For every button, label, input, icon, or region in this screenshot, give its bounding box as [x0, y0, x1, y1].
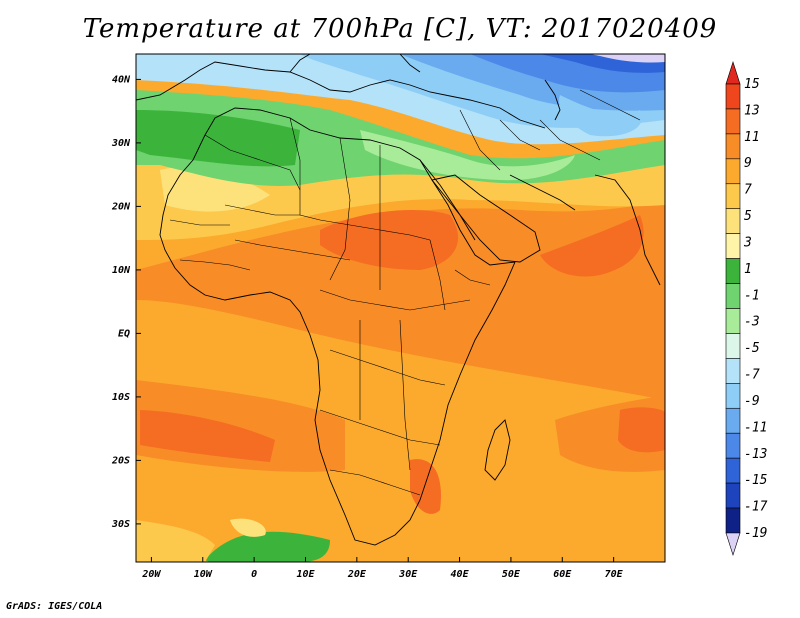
y-tick-label: 30N	[111, 138, 131, 149]
colorbar-label: 11	[744, 130, 760, 145]
temperature-field	[136, 54, 665, 562]
country-borders	[169, 89, 641, 496]
colorbar-swatch	[725, 183, 741, 210]
x-tick-label: 50E	[502, 569, 521, 580]
colorbar-label: 13	[744, 103, 760, 118]
x-tick-label: 40E	[451, 569, 470, 580]
colorbar-swatch	[725, 158, 741, 185]
colorbar-swatch	[725, 258, 741, 284]
x-tick-label: 10E	[296, 569, 315, 580]
colorbar-label: -3	[744, 315, 760, 330]
colorbar-label: -15	[744, 473, 768, 488]
colorbar-label: 7	[744, 183, 752, 198]
x-axis-ticks: 20W 10W 0 10E 20E 30E 40E 50E 60E 70E	[141, 557, 624, 580]
chart-title: Temperature at 700hPa [C], VT: 201702040…	[82, 14, 718, 44]
colorbar-label: -1	[744, 288, 760, 303]
colorbar-swatch	[725, 432, 741, 459]
colorbar-label: -11	[744, 420, 767, 435]
colorbar-swatch	[725, 383, 741, 409]
x-tick-label: 70E	[605, 569, 624, 580]
colorbar: 15 13 11 9 7 5 3 1 -1 -3 -5 -7 -9 -11 -13 -15 -17 -19	[725, 61, 768, 556]
footer-credit: GrADS: IGES/COLA	[6, 601, 103, 612]
colorbar-swatch	[725, 283, 741, 309]
coastlines	[136, 54, 661, 546]
colorbar-label: -17	[744, 500, 768, 515]
colorbar-label: 15	[744, 77, 760, 92]
colorbar-label: 1	[744, 262, 752, 277]
y-tick-label: 40N	[112, 74, 131, 85]
colorbar-label: -13	[744, 447, 767, 462]
colorbar-swatch	[725, 308, 741, 334]
colorbar-label: -9	[744, 394, 760, 409]
colorbar-swatch	[725, 407, 741, 434]
colorbar-label: 3	[743, 235, 752, 250]
colorbar-label: -19	[744, 526, 767, 541]
colorbar-label: 9	[744, 156, 752, 171]
colorbar-swatch	[725, 208, 741, 234]
x-tick-label: 20W	[141, 569, 161, 580]
colorbar-min-arrow	[725, 532, 741, 556]
y-tick-label: 10N	[112, 265, 131, 276]
colorbar-label: 5	[744, 209, 752, 224]
colorbar-swatch	[725, 457, 741, 484]
colorbar-swatch	[725, 133, 741, 160]
colorbar-swatch	[725, 482, 741, 509]
y-tick-label: 20N	[111, 201, 131, 212]
colorbar-swatch	[725, 108, 741, 135]
x-tick-label: 60E	[553, 569, 572, 580]
y-axis-ticks: 40N 30N 20N 10N EQ 10S 20S 30S	[111, 74, 141, 530]
x-tick-label: 0	[251, 569, 257, 580]
x-tick-label: 20E	[347, 569, 367, 580]
plot-frame	[135, 53, 666, 563]
colorbar-swatch	[725, 233, 741, 259]
colorbar-label: -7	[744, 368, 760, 383]
colorbar-swatch	[725, 333, 741, 359]
colorbar-swatch	[725, 83, 741, 110]
colorbar-swatch	[725, 507, 741, 534]
colorbar-swatch	[725, 358, 741, 384]
x-tick-label: 30E	[398, 569, 418, 580]
colorbar-label: -5	[744, 341, 760, 356]
y-tick-label: 10S	[112, 392, 130, 403]
y-tick-label: 30S	[111, 519, 130, 530]
y-tick-label: 20S	[111, 455, 130, 466]
y-tick-label: EQ	[118, 328, 130, 339]
x-tick-label: 10W	[194, 569, 213, 580]
colorbar-max-arrow	[725, 61, 741, 85]
